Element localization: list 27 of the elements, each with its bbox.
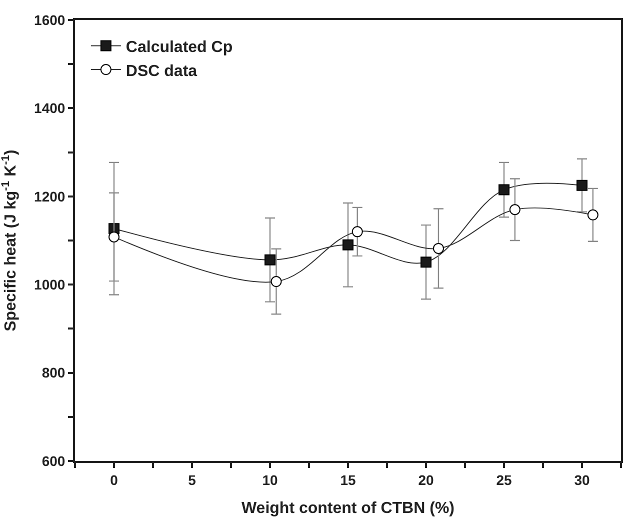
y-tick-label: 600: [42, 452, 66, 469]
point: [576, 180, 588, 191]
legend-label: DSC data: [126, 62, 198, 80]
point: [432, 242, 444, 254]
y-tick-label: 800: [42, 364, 66, 381]
point: [108, 231, 120, 242]
point: [264, 254, 276, 266]
y-tick-label: 1000: [34, 276, 66, 292]
point: [270, 276, 282, 288]
x-tick-label: 25: [496, 472, 512, 488]
legend-label: Calculated Cp: [126, 38, 233, 56]
x-tick-label: 0: [110, 472, 118, 488]
point: [587, 209, 598, 220]
point: [420, 256, 432, 268]
x-tick-label: 30: [574, 472, 590, 488]
point: [342, 239, 354, 250]
point: [498, 184, 510, 196]
point: [352, 226, 363, 238]
x-tick-label: 5: [188, 472, 196, 488]
x-axis-title: Weight content of CTBN (%): [241, 500, 455, 517]
x-tick-label: 20: [418, 472, 434, 488]
x-tick-label: 15: [340, 472, 356, 488]
x-tick-label: 10: [262, 472, 278, 488]
y-tick-label: 1600: [34, 12, 66, 28]
point: [509, 204, 520, 216]
y-tick-label: 1200: [34, 188, 66, 204]
y-tick-label: 1400: [34, 100, 66, 116]
